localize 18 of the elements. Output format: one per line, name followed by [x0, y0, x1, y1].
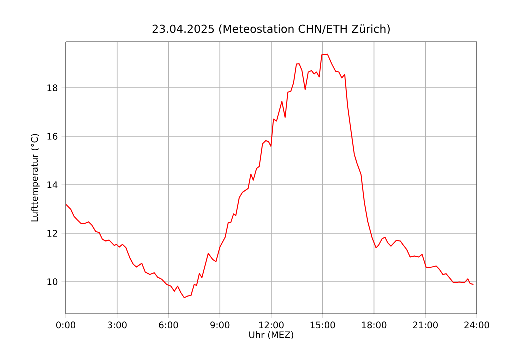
x-tick-label: 24:00 [464, 322, 490, 329]
x-tick-label: 6:00 [159, 322, 178, 329]
x-tick-label: 21:00 [413, 322, 438, 329]
x-tick-label: 0:00 [56, 322, 76, 329]
y-tick-label: 16 [48, 133, 58, 140]
y-tick-label: 14 [48, 182, 58, 188]
y-tick-label: 18 [48, 84, 58, 92]
x-axis-title: Uhr (MEZ) [250, 331, 294, 340]
y-axis-title: Lufttemperatur (°C) [31, 134, 40, 222]
y-tick-label: 12 [48, 230, 58, 237]
x-tick-label: 3:00 [108, 322, 127, 329]
chart-title: 23.04.2025 (Meteostation CHN/ETH Zürich) [152, 24, 390, 34]
x-tick-label: 9:00 [210, 322, 230, 329]
x-tick-label: 15:00 [310, 322, 336, 329]
x-tick-label: 18:00 [362, 322, 387, 329]
y-tick-label: 10 [48, 278, 58, 286]
x-tick-label: 12:00 [260, 322, 284, 329]
line-series [66, 54, 474, 298]
